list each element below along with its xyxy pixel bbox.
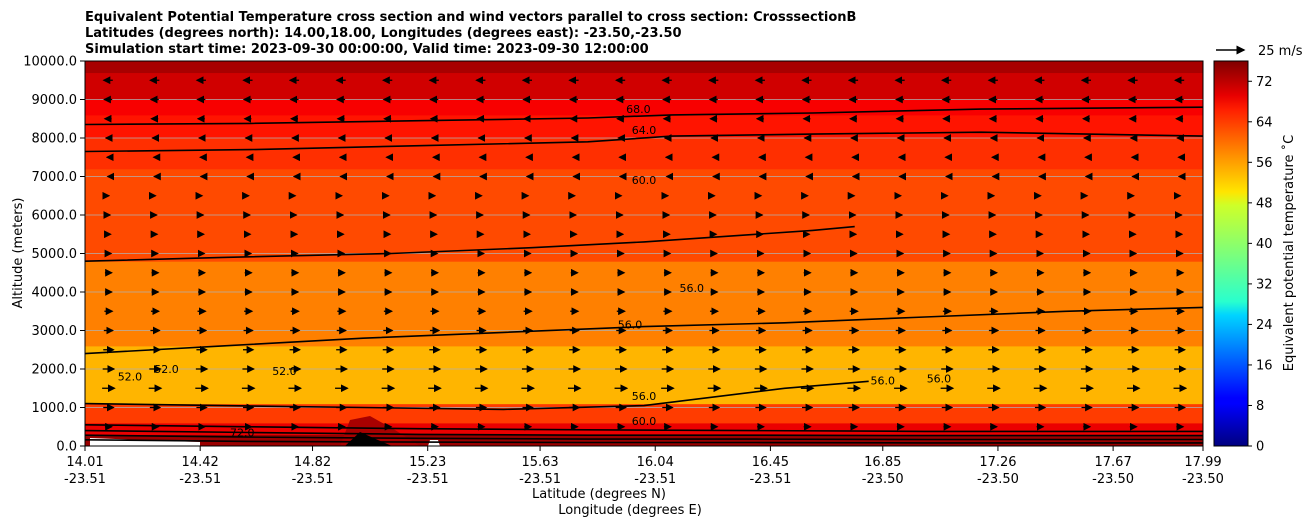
- quiver-key-label: 25 m/s: [1258, 44, 1303, 59]
- colorbar-tick-label: 0: [1256, 440, 1264, 455]
- colorbar-ticks: 0 8 16 24 32 40 48 56 64 72: [1248, 75, 1273, 455]
- y-axis-label: Altitude (meters): [11, 198, 26, 309]
- y-tick-label: 6000.0: [32, 209, 78, 224]
- contour-label: 68.0: [626, 103, 651, 116]
- y-axis-ticks: 0.0 1000.0 2000.0 3000.0 4000.0 5000.0 6000.0 7…: [23, 55, 85, 455]
- contour-label: 52.0: [272, 365, 297, 378]
- colorbar-tick-label: 48: [1256, 196, 1273, 211]
- x-tick-label-lat: 14.01: [66, 455, 103, 470]
- theta-e-band: [85, 434, 1203, 446]
- x-tick-label-lat: 14.82: [294, 455, 331, 470]
- x-axis-label-latitude: Latitude (degrees N): [532, 487, 666, 502]
- y-tick-label: 9000.0: [32, 93, 78, 108]
- colorbar-tick-label: 32: [1256, 277, 1273, 292]
- contour-label: 56.0: [680, 282, 705, 295]
- colorbar-tick-label: 8: [1256, 399, 1264, 414]
- contour-label: 64.0: [632, 124, 657, 137]
- theta-e-band: [85, 345, 1203, 405]
- contour-label: 60.0: [632, 174, 657, 187]
- plot-area: 68.064.060.056.056.052.052.0 52.056.056.0…: [85, 61, 1203, 446]
- x-tick-label-lon: -23.50: [1182, 472, 1224, 487]
- theta-e-band: [85, 99, 1203, 116]
- contour-line: [85, 131, 1203, 153]
- contour-label: 60.0: [632, 415, 657, 428]
- contour-line: [85, 434, 1203, 441]
- contour-label: 56.0: [927, 372, 952, 385]
- colorbar-tick-label: 56: [1256, 156, 1273, 171]
- wind-vectors: [102, 76, 1188, 431]
- contour-label: 72.0: [230, 426, 255, 439]
- y-tick-label: 0.0: [56, 440, 77, 455]
- x-tick-label-lon: -23.50: [1092, 472, 1134, 487]
- chart-title-line-2: Latitudes (degrees north): 14.00,18.00, …: [85, 26, 682, 41]
- theta-e-band: [85, 138, 1203, 170]
- x-tick-label-lat: 17.67: [1095, 455, 1132, 470]
- x-axis-ticks: 14.01 -23.51 14.42 -23.51 14.82 -23.51 15.23 -2…: [64, 446, 1224, 487]
- colorbar-tick-label: 24: [1256, 318, 1273, 333]
- x-tick-label-lat: 17.99: [1184, 455, 1221, 470]
- x-tick-label-lat: 16.85: [864, 455, 901, 470]
- y-tick-label: 8000.0: [32, 132, 78, 147]
- contour-line: [85, 439, 1203, 444]
- x-tick-label-lat: 14.42: [182, 455, 219, 470]
- x-tick-label-lon: -23.51: [407, 472, 449, 487]
- theta-e-band: [85, 61, 1203, 74]
- x-tick-label-lon: -23.51: [519, 472, 561, 487]
- x-tick-label-lon: -23.51: [749, 472, 791, 487]
- x-tick-label-lon: -23.51: [292, 472, 334, 487]
- contour-label: 56.0: [618, 319, 643, 332]
- x-tick-label-lon: -23.50: [862, 472, 904, 487]
- gridlines: [85, 61, 1203, 446]
- contour-line: [85, 106, 1203, 126]
- contour-lines: [85, 106, 1203, 444]
- contour-line: [85, 380, 869, 411]
- x-tick-label-lat: 16.04: [637, 455, 674, 470]
- y-tick-label: 5000.0: [32, 247, 78, 262]
- colorbar-label: Equivalent potential temperature ˚C: [1281, 135, 1297, 371]
- colorbar-tick-label: 72: [1256, 75, 1273, 90]
- theta-e-band: [85, 261, 1203, 347]
- y-tick-label: 2000.0: [32, 363, 78, 378]
- x-tick-label-lon: -23.50: [977, 472, 1019, 487]
- colorbar-tick-label: 64: [1256, 115, 1273, 130]
- x-tick-label-lon: -23.51: [64, 472, 106, 487]
- x-tick-label-lat: 15.23: [409, 455, 446, 470]
- contour-label: 56.0: [871, 374, 896, 387]
- colorbar-gradient: [1213, 60, 1249, 447]
- x-tick-label-lon: -23.51: [179, 472, 221, 487]
- contour-label: 52.0: [118, 371, 143, 384]
- chart-title-line-1: Equivalent Potential Temperature cross s…: [85, 10, 856, 25]
- chart-title-line-3: Simulation start time: 2023-09-30 00:00:…: [85, 42, 649, 57]
- x-tick-label-lat: 15.63: [521, 455, 558, 470]
- x-tick-label-lon: -23.51: [634, 472, 676, 487]
- contour-line: [85, 306, 1203, 355]
- y-tick-label: 7000.0: [32, 170, 78, 185]
- y-tick-label: 3000.0: [32, 324, 78, 339]
- contour-label: 56.0: [632, 390, 657, 403]
- colorbar-tick-label: 40: [1256, 237, 1273, 252]
- colorbar-tick-label: 16: [1256, 358, 1273, 373]
- theta-e-band: [85, 72, 1203, 100]
- y-tick-label: 4000.0: [32, 286, 78, 301]
- x-tick-label-lat: 17.26: [979, 455, 1016, 470]
- x-axis-label-longitude: Longitude (degrees E): [558, 503, 702, 518]
- colorbar: 0 8 16 24 32 40 48 56 64 72 Equivalent potential …: [1213, 60, 1297, 455]
- x-tick-label-lat: 16.45: [752, 455, 789, 470]
- y-tick-label: 10000.0: [23, 55, 77, 70]
- quiver-key: 25 m/s: [1216, 44, 1303, 59]
- contour-line: [85, 429, 1203, 437]
- y-tick-label: 1000.0: [32, 401, 78, 416]
